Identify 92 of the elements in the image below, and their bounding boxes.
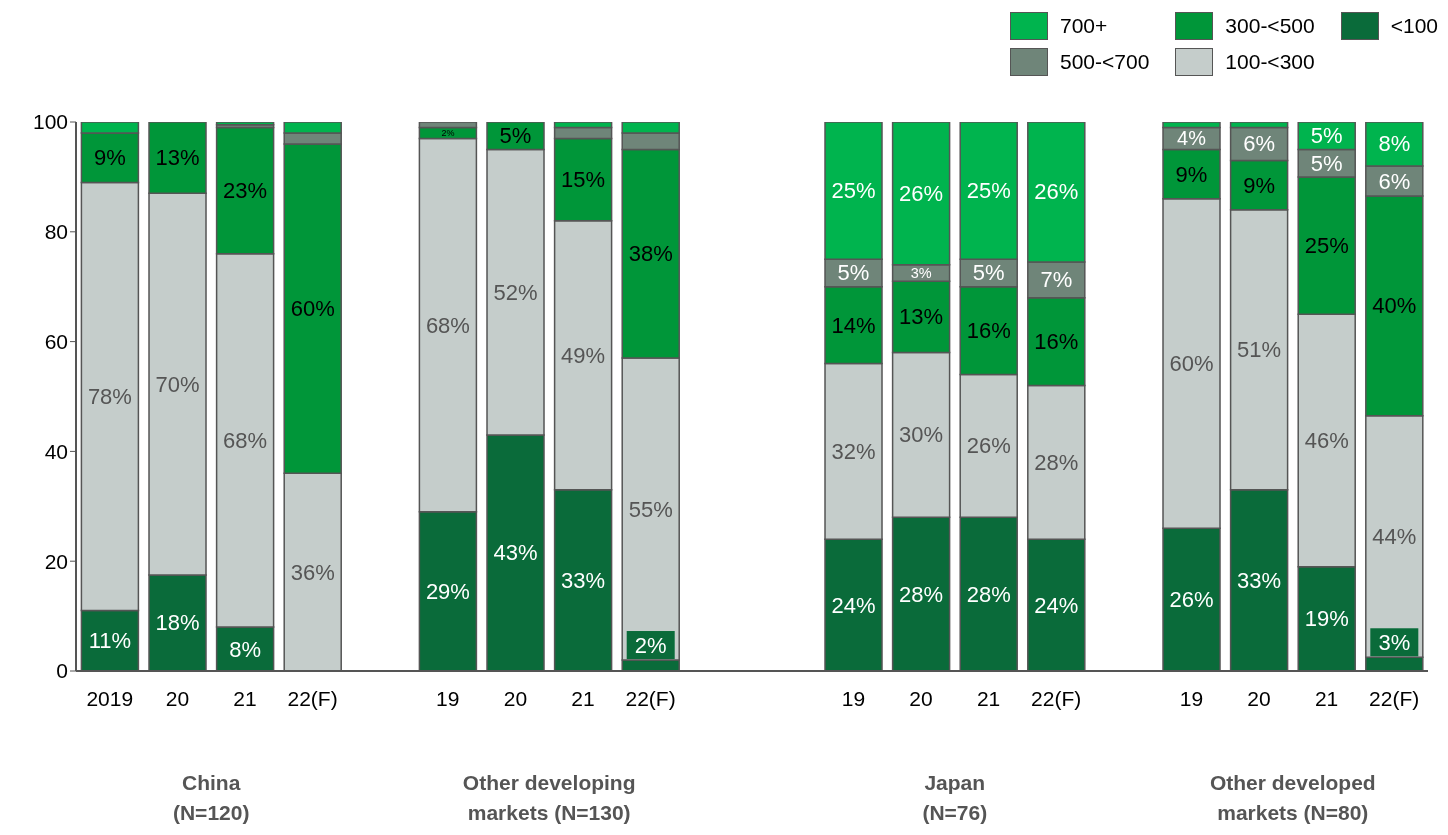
data-label: 15% xyxy=(561,167,606,193)
y-tick-label: 40 xyxy=(44,439,68,463)
y-tick-label: 100 xyxy=(32,110,68,134)
data-label: 26% xyxy=(899,180,944,206)
data-label: 29% xyxy=(425,578,470,604)
data-label: 11% xyxy=(88,628,132,654)
x-tick-label: 2019 xyxy=(86,686,134,710)
data-label: 25% xyxy=(1304,233,1349,259)
y-tick-label: 20 xyxy=(44,549,68,573)
x-tick-label: 21 xyxy=(571,686,595,710)
x-tick-label: 19 xyxy=(1179,686,1204,710)
data-label: 60% xyxy=(1169,351,1214,377)
text: Other developing markets (N=130) xyxy=(461,770,637,826)
data-label: 26% xyxy=(1034,179,1079,205)
data-label: 3% xyxy=(910,264,932,281)
data-label: 36% xyxy=(290,559,335,585)
data-label: 28% xyxy=(966,581,1011,607)
data-label: 24% xyxy=(1034,592,1079,618)
data-label: 70% xyxy=(155,371,200,397)
data-label: 3% xyxy=(1378,629,1411,655)
data-label: 8% xyxy=(229,636,262,662)
x-tick-label: 21 xyxy=(976,686,1001,710)
legend-label: 300-<500 xyxy=(1225,14,1315,38)
data-label: 2% xyxy=(441,127,455,138)
data-label: 8% xyxy=(1378,131,1411,157)
data-label: 5% xyxy=(499,123,532,149)
data-label: 28% xyxy=(899,581,944,607)
data-label: 5% xyxy=(1310,150,1343,176)
x-tick-label: 19 xyxy=(841,686,866,710)
data-label: 26% xyxy=(966,433,1011,459)
data-label: 19% xyxy=(1304,606,1349,632)
y-tick-label: 80 xyxy=(44,220,68,244)
x-tick-label: 19 xyxy=(436,686,460,710)
x-tick-label: 22(F) xyxy=(625,686,676,710)
text: Other developed markets (N=80) xyxy=(1208,770,1377,826)
data-label: 33% xyxy=(1237,567,1282,593)
data-label: 13% xyxy=(899,304,944,330)
legend-label: 500-<700 xyxy=(1060,50,1150,74)
x-tick-label: 20 xyxy=(165,686,190,710)
x-tick-label: 22(F) xyxy=(1031,686,1082,710)
data-label: 23% xyxy=(223,178,268,204)
data-label: 4% xyxy=(1177,127,1207,150)
data-label: 51% xyxy=(1237,337,1282,363)
x-tick-label: 21 xyxy=(233,686,257,710)
data-label: 7% xyxy=(1040,267,1073,293)
y-tick-label: 0 xyxy=(56,659,68,683)
data-label: 30% xyxy=(899,422,944,448)
data-label: 14% xyxy=(831,312,876,338)
legend-label: 700+ xyxy=(1060,14,1108,38)
data-label: 78% xyxy=(87,384,132,409)
data-label: 24% xyxy=(831,592,876,618)
data-label: 26% xyxy=(1169,587,1214,613)
data-label: 44% xyxy=(1372,523,1417,549)
data-label: 40% xyxy=(1372,293,1417,319)
x-tick-label: 20 xyxy=(909,686,933,710)
x-tick-label: 21 xyxy=(1314,686,1339,710)
data-label: 5% xyxy=(837,260,870,286)
data-label: 6% xyxy=(1243,131,1276,157)
data-label: 49% xyxy=(561,342,606,368)
text: Japan (N=76) xyxy=(921,770,989,826)
data-label: 16% xyxy=(966,318,1011,344)
data-label: 52% xyxy=(493,279,538,305)
data-label: 9% xyxy=(1175,161,1208,187)
data-label: 9% xyxy=(94,145,126,171)
data-label: 68% xyxy=(425,312,470,338)
data-label: 60% xyxy=(290,296,335,322)
data-label: 13% xyxy=(155,145,200,171)
x-tick-label: 20 xyxy=(1247,686,1271,710)
data-label: 18% xyxy=(155,610,200,636)
x-tick-label: 22(F) xyxy=(1369,686,1420,710)
data-label: 55% xyxy=(628,496,673,522)
data-label: 68% xyxy=(223,427,268,453)
legend-label: 100-<300 xyxy=(1225,50,1315,74)
data-label: 43% xyxy=(493,540,538,566)
data-label: 38% xyxy=(628,241,673,267)
data-label: 6% xyxy=(1378,168,1411,194)
x-tick-label: 22(F) xyxy=(287,686,338,710)
data-label: 9% xyxy=(1243,172,1276,198)
x-tick-label: 20 xyxy=(503,686,528,710)
data-label: 5% xyxy=(1310,123,1343,149)
text: China (N=120) xyxy=(171,770,251,826)
y-tick-label: 60 xyxy=(44,330,68,354)
data-label: 28% xyxy=(1034,449,1079,475)
data-label: 25% xyxy=(831,178,876,204)
data-label: 2% xyxy=(634,632,667,658)
data-label: 25% xyxy=(966,178,1011,204)
legend-label: <100 xyxy=(1390,14,1438,38)
data-label: 16% xyxy=(1034,329,1079,355)
data-label: 5% xyxy=(972,260,1005,286)
data-label: 46% xyxy=(1304,427,1349,453)
data-label: 33% xyxy=(561,567,606,593)
data-label: 32% xyxy=(831,438,876,464)
